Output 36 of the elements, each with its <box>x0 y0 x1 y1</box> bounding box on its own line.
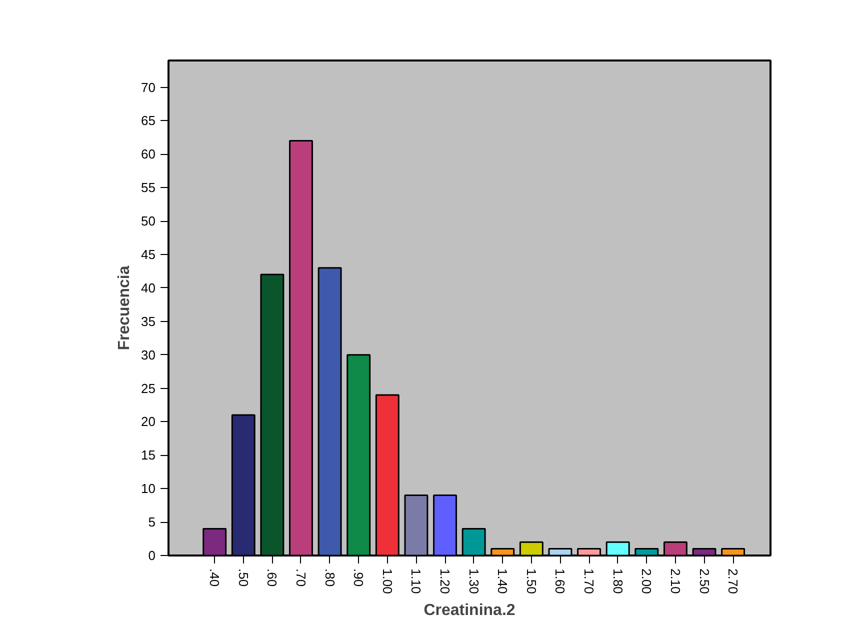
y-tick-label: 70 <box>141 80 156 95</box>
x-tick-label: 1.00 <box>380 568 395 594</box>
x-tick-label: 1.70 <box>582 568 597 594</box>
x-tick-label: .50 <box>236 568 251 587</box>
y-tick-label: 10 <box>141 481 156 496</box>
x-tick-label: 1.10 <box>408 568 424 594</box>
y-tick-label: 50 <box>141 214 156 229</box>
x-tick-label: 1.30 <box>466 568 482 594</box>
x-tick-label: .90 <box>351 568 366 587</box>
y-axis-title: Frecuencia <box>116 266 134 350</box>
y-tick-label: 45 <box>141 246 156 262</box>
x-tick-label: 1.50 <box>524 568 539 594</box>
y-tick-label: 40 <box>141 280 156 296</box>
y-tick-label: 60 <box>141 146 156 162</box>
x-tick-label: .40 <box>207 568 222 587</box>
x-tick-label: 1.20 <box>438 568 453 594</box>
x-tick-label: 2.50 <box>696 568 712 594</box>
x-tick-label: .60 <box>264 568 280 587</box>
x-tick-label: 1.60 <box>552 568 568 594</box>
x-tick-label: 2.70 <box>726 568 741 594</box>
x-tick-label: 1.80 <box>610 568 626 594</box>
y-tick-label: 20 <box>141 414 156 430</box>
x-tick-label: .70 <box>294 568 308 587</box>
y-tick-label: 30 <box>141 347 156 362</box>
x-tick-label: 2.00 <box>639 568 654 594</box>
x-tick-label: 2.10 <box>668 568 683 594</box>
y-tick-label: 65 <box>141 113 156 128</box>
x-tick-label: .80 <box>322 568 338 587</box>
y-tick-label: 35 <box>141 314 156 329</box>
y-tick-label: 5 <box>148 514 156 530</box>
y-tick-label: 0 <box>148 548 156 563</box>
y-tick-label: 55 <box>141 180 156 196</box>
y-tick-label: 15 <box>141 448 156 463</box>
y-tick-label: 25 <box>141 380 156 396</box>
x-tick-label: 1.40 <box>495 568 510 594</box>
x-axis-title: Creatinina.2 <box>424 602 516 619</box>
